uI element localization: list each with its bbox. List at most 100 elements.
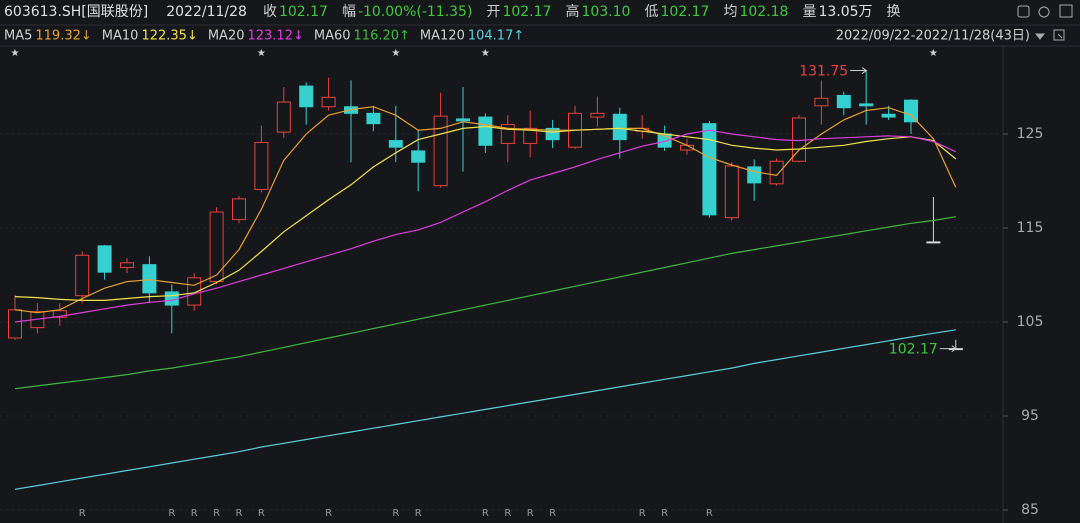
icon-expand[interactable]	[1059, 4, 1073, 18]
event-r: R	[482, 508, 489, 519]
ma-line	[14, 106, 957, 314]
candle-body	[187, 277, 202, 306]
date-range: 2022/09/22-2022/11/28(43日)	[836, 29, 1030, 44]
field-label: 开	[486, 4, 500, 20]
field-value: 102.18	[739, 4, 788, 20]
candle-body	[366, 112, 381, 125]
high-pointer	[850, 67, 868, 74]
candle-body	[299, 85, 314, 108]
icon-window[interactable]	[1017, 5, 1030, 18]
field-label: 均	[723, 4, 737, 20]
field-value: 102.17	[502, 4, 551, 20]
y-tick-label: 95	[1021, 408, 1039, 424]
candle-body	[523, 127, 538, 144]
field-label: 高	[565, 3, 579, 20]
candle-body	[411, 150, 426, 163]
candle-body	[97, 245, 112, 273]
event-star: ★	[11, 48, 20, 59]
candle-body	[388, 140, 403, 148]
event-r: R	[527, 508, 534, 519]
close-pointer	[939, 345, 958, 353]
event-r: R	[258, 508, 265, 519]
event-r: R	[706, 508, 713, 519]
legend-name: MA60	[314, 29, 351, 44]
candle-body	[702, 123, 717, 216]
event-star: ★	[929, 48, 938, 59]
y-tick-label: 105	[1017, 314, 1044, 330]
candle-body	[209, 211, 224, 283]
legend-value: 116.20↑	[354, 29, 410, 44]
candle-body	[814, 97, 829, 107]
candle-body	[769, 160, 784, 185]
event-star: ★	[257, 48, 266, 59]
candle-body	[52, 310, 67, 318]
event-r: R	[392, 508, 399, 519]
icon-settings[interactable]	[1038, 6, 1050, 18]
event-r: R	[639, 508, 646, 519]
close-label: 102.17	[889, 342, 938, 358]
ma-line	[14, 329, 956, 490]
legend-name: MA5	[4, 29, 32, 44]
event-star: ★	[391, 48, 400, 59]
field-value: 103.10	[581, 4, 630, 20]
event-r: R	[191, 508, 198, 519]
legend-value: 119.32↓	[35, 29, 91, 44]
field-label: 低	[644, 4, 658, 20]
event-r: R	[236, 508, 243, 519]
event-r: R	[549, 508, 556, 519]
toolbar-icons[interactable]	[1017, 4, 1073, 41]
legend-value: 104.17↑	[468, 29, 524, 44]
candle-body	[747, 166, 762, 184]
ma-line	[14, 129, 957, 323]
candle-body	[142, 264, 157, 294]
y-tick-label: 115	[1017, 220, 1044, 236]
candle-body	[724, 165, 739, 219]
y-tick-label: 85	[1021, 502, 1039, 518]
candle-body	[276, 101, 291, 133]
stock-code: 603613.SH[国联股份]	[4, 4, 148, 20]
ma-line	[14, 216, 956, 390]
quote-date: 2022/11/28	[166, 4, 247, 20]
legend-name: MA20	[208, 29, 245, 44]
candle-body	[8, 309, 22, 339]
candle-body	[254, 141, 269, 190]
event-r: R	[325, 508, 332, 519]
y-tick-label: 125	[1017, 126, 1044, 142]
candle-body	[456, 118, 470, 122]
field-value: 102.17	[279, 4, 328, 20]
field-value: 102.17	[660, 4, 709, 20]
event-r: R	[168, 508, 175, 519]
legend-name: MA120	[420, 29, 465, 44]
candle-body	[836, 94, 851, 109]
event-r: R	[213, 508, 220, 519]
candle-body	[478, 116, 493, 146]
field-value: -10.00%(-11.35)	[358, 4, 473, 20]
legend-value: 123.12↓	[247, 29, 303, 44]
candle-body	[926, 241, 941, 244]
candle-body	[590, 112, 605, 118]
event-r: R	[415, 508, 422, 519]
field-label: 收	[263, 4, 277, 20]
event-r: R	[79, 508, 86, 519]
candle-body	[321, 96, 336, 108]
candle-body	[75, 254, 90, 297]
field-label: 量	[802, 4, 816, 20]
ma-line	[14, 125, 957, 301]
candle-body	[545, 127, 560, 141]
candle-body	[612, 113, 627, 141]
legend-value: 122.35↓	[141, 29, 197, 44]
icon-dropdown[interactable]	[1034, 33, 1046, 40]
high-label: 131.75	[799, 64, 848, 80]
candle-body	[881, 113, 896, 118]
candle-body	[120, 262, 134, 268]
candle-body	[904, 99, 918, 123]
field-value: 13.05万	[818, 4, 872, 20]
legend-name: MA10	[102, 29, 139, 44]
candle-body	[232, 198, 246, 221]
icon-export[interactable]	[1053, 29, 1065, 41]
event-r: R	[661, 508, 668, 519]
field-label: 换	[887, 3, 901, 20]
event-r: R	[504, 508, 511, 519]
